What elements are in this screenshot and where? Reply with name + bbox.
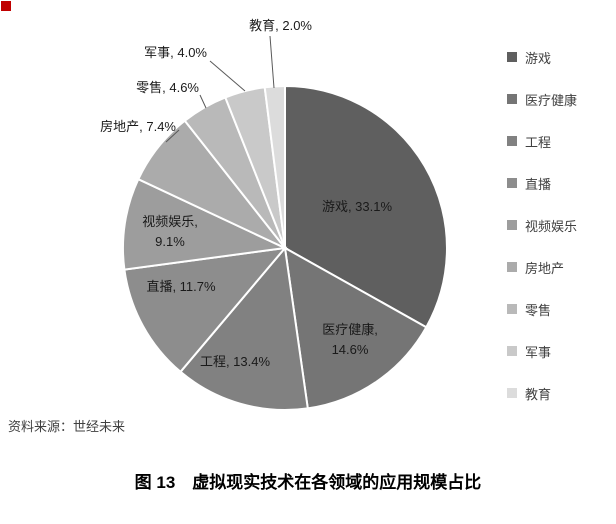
corner-marker [1,1,11,11]
pie-chart: 游戏, 33.1% 医疗健康, 14.6% 工程, 13.4% 直播, 11.7% 视频娱… [100,18,448,412]
legend-label: 房地产 [525,260,565,276]
pie-slice-3 [179,245,309,412]
legend-swatch-icon [507,52,517,62]
pie-slice-5 [121,177,289,271]
legend-label: 游戏 [525,50,552,66]
label-leader-line-9 [269,35,275,89]
legend-label: 工程 [525,134,552,150]
slice-label-5: 视频娱乐, 9.1% [142,214,198,249]
legend-item-7: 零售 [507,299,577,319]
slice-label-3: 工程, 13.4% [200,354,271,369]
label-leader-lines-group [165,35,275,143]
legend-swatch-icon [507,262,517,272]
label-leader-line-7 [199,94,207,109]
legend-swatch-icon [507,388,517,398]
legend-item-6: 房地产 [507,257,577,277]
legend-label: 军事 [525,344,552,360]
legend-item-2: 医疗健康 [507,89,577,109]
slice-label-9: 教育, 2.0% [249,18,312,33]
legend-swatch-icon [507,136,517,146]
legend-label: 直播 [525,176,552,192]
legend-label: 医疗健康 [525,92,578,108]
pie-slice-4 [123,246,288,374]
source-note: 资料来源：世经未来 [8,419,126,434]
legend-item-9: 教育 [507,383,577,403]
pie-slice-2 [283,246,428,410]
legend-swatch-icon [507,304,517,314]
slice-label-1: 游戏, 33.1% [322,199,393,214]
slice-label-7: 零售, 4.6% [136,80,199,95]
legend-item-8: 军事 [507,341,577,361]
legend-swatch-icon [507,346,517,356]
pie-slice-9 [263,84,286,249]
legend-swatch-icon [507,220,517,230]
pie-slice-1 [284,84,448,329]
slice-labels-group: 游戏, 33.1% 医疗健康, 14.6% 工程, 13.4% 直播, 11.7% 视频娱… [100,18,392,369]
legend-label: 零售 [525,302,552,318]
legend-label: 教育 [525,386,552,402]
label-leader-line-6 [165,129,180,143]
legend-item-4: 直播 [507,173,577,193]
slice-label-4: 直播, 11.7% [146,279,216,294]
figure-caption: 图 13 虚拟现实技术在各领域的应用规模占比 [134,473,482,492]
label-leader-line-8 [209,60,246,92]
legend-item-1: 游戏 [507,47,577,67]
chart-legend: 游戏医疗健康工程直播视频娱乐房地产零售军事教育 [507,47,577,425]
slice-label-8: 军事, 4.0% [144,45,207,60]
legend-item-3: 工程 [507,131,577,151]
legend-label: 视频娱乐 [525,218,578,234]
slice-label-2: 医疗健康, 14.6% [322,322,378,357]
legend-item-5: 视频娱乐 [507,215,577,235]
legend-swatch-icon [507,94,517,104]
slice-label-6: 房地产, 7.4% [100,119,176,134]
legend-swatch-icon [507,178,517,188]
pie-slices-group [121,84,448,412]
